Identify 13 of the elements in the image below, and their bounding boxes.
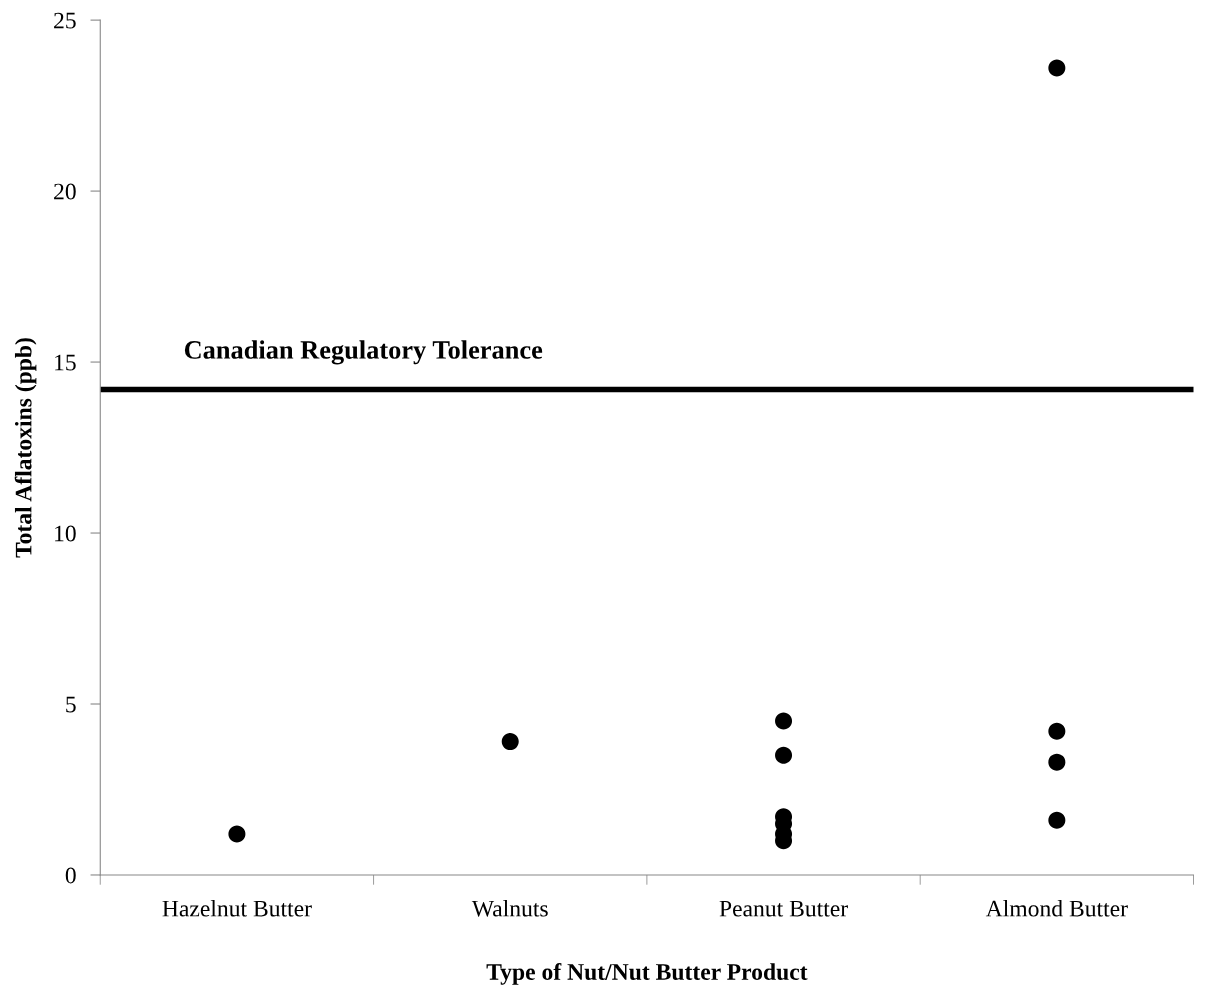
y-tick-label: 10: [55, 525, 76, 542]
x-tick-label: Peanut Butter: [719, 900, 848, 917]
y-tick-label: 0: [65, 867, 76, 884]
y-tick-label: 20: [54, 183, 76, 200]
y-tick-label: 15: [55, 354, 76, 371]
ref-line-label: Canadian Regulatory Tolerance: [184, 340, 543, 365]
y-axis-title: Total Aflatoxins (ppb): [14, 338, 37, 558]
y-tick-label: 25: [54, 12, 76, 29]
y-tick-label: 5: [66, 696, 76, 713]
x-tick-label: Hazelnut Butter: [162, 899, 312, 917]
x-axis-title: Type of Nut/Nut Butter Product: [486, 963, 808, 985]
x-tick-label: Walnuts: [471, 899, 548, 917]
x-tick-label: Almond Butter: [985, 899, 1128, 917]
